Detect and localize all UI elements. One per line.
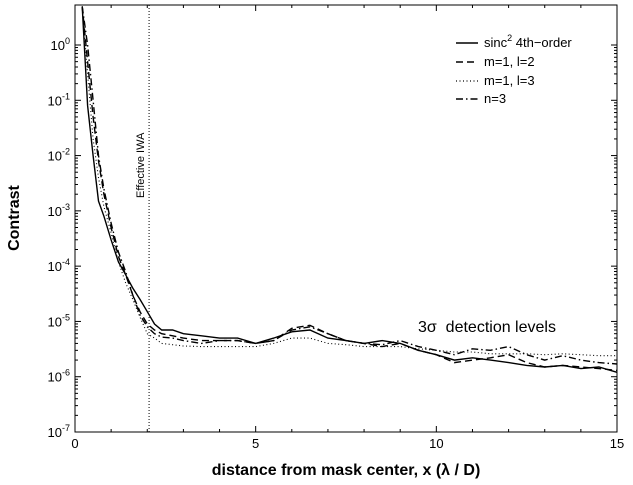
plot-frame <box>74 4 618 433</box>
legend-label-m1-l3: m=1, l=3 <box>484 73 535 88</box>
detection-label-suffix: detection levels <box>437 319 556 336</box>
ticks-layer: 0 5 10 15 100 10-1 10-2 10-3 10-4 10-5 10-6 10-7 <box>48 5 624 451</box>
sigma-symbol: σ <box>427 319 437 336</box>
y-tick-label: 10-2 <box>48 147 70 164</box>
y-axis-title: Contrast <box>6 184 23 250</box>
series-layer <box>81 6 618 373</box>
series-line-dashdot <box>81 6 618 365</box>
legend-label-n3: n=3 <box>484 91 506 106</box>
x-tick-label: 10 <box>429 436 443 451</box>
y-tick-label: 100 <box>51 36 70 53</box>
series-line-solid <box>81 6 618 373</box>
series-line-dotted <box>81 6 617 357</box>
y-tick-label: 10-6 <box>48 368 70 385</box>
x-tick-label: 15 <box>610 436 624 451</box>
x-tick-label: 5 <box>252 436 259 451</box>
y-tick-label: 10-1 <box>48 91 70 108</box>
legend-label-sinc2: sinc2 4th−order <box>484 33 572 50</box>
detection-levels-label: 3σ detection levels <box>418 319 556 336</box>
series-line-dashed <box>81 6 618 372</box>
y-tick-label: 10-5 <box>48 312 70 329</box>
y-tick-label: 10-7 <box>48 423 70 440</box>
y-tick-label: 10-3 <box>48 202 70 219</box>
detection-label-prefix: 3 <box>418 319 427 336</box>
x-tick-label: 0 <box>71 436 78 451</box>
x-axis-title: distance from mask center, x (λ / D) <box>212 462 481 479</box>
effective-iwa-label: Effective IWA <box>135 132 147 198</box>
legend: sinc2 4th−order m=1, l=2 m=1, l=3 n=3 <box>456 33 572 106</box>
legend-label-m1-l2: m=1, l=2 <box>484 54 535 69</box>
y-tick-label: 10-4 <box>48 257 70 274</box>
